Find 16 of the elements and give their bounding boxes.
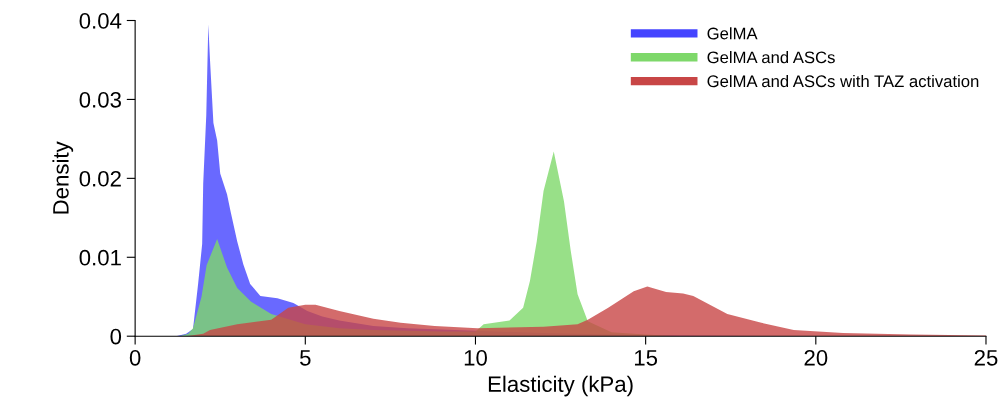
y-tick-label: 0.01	[79, 249, 121, 266]
legend-label: GelMA and ASCs with TAZ activation	[707, 74, 979, 88]
x-tick-label: 15	[634, 350, 658, 366]
x-tick-label: 10	[464, 349, 487, 366]
y-tick-label: 0.02	[79, 170, 121, 187]
y-tick-label: 0.04	[79, 13, 122, 29]
legend-label: GelMA and ASCs	[707, 51, 835, 64]
legend-label: GelMA	[707, 27, 758, 40]
y-axis-title: Density	[52, 141, 74, 214]
x-axis-title: Elasticity (kPa)	[488, 375, 633, 397]
x-tick-label: 25	[974, 349, 998, 366]
y-tick-label: 0.03	[79, 91, 121, 108]
y-tick-label: 0	[110, 328, 122, 345]
x-tick-label: 5	[300, 350, 311, 366]
x-tick-label: 20	[804, 349, 828, 366]
x-tick-label: 0	[129, 349, 141, 366]
